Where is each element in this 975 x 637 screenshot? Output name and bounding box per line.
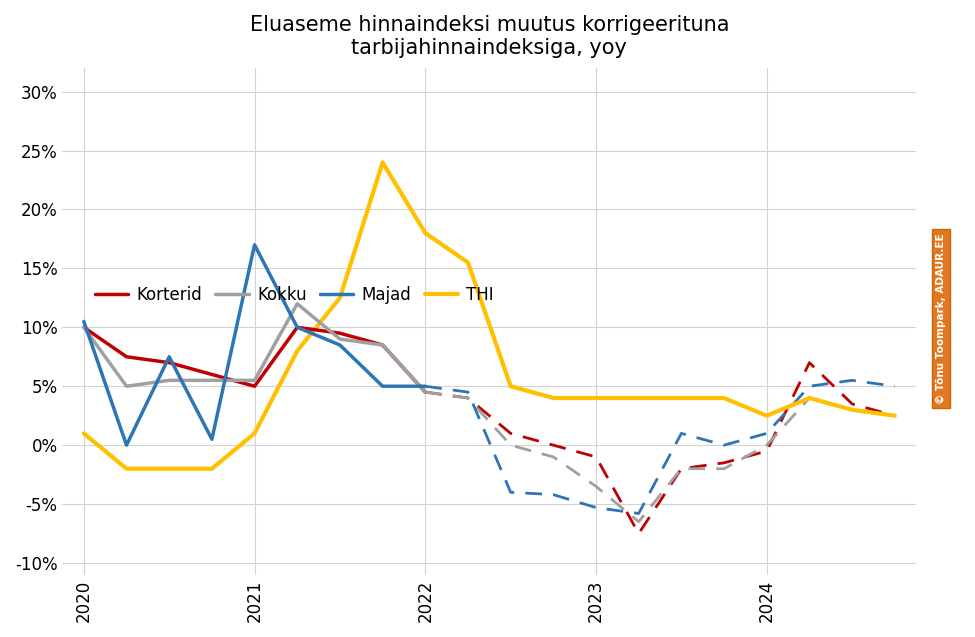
Majad [121, 441, 133, 449]
Kokku [78, 324, 90, 331]
THI [719, 394, 730, 402]
Kokku [334, 335, 346, 343]
Kokku [164, 376, 176, 384]
Kokku [206, 376, 217, 384]
Korterid [206, 371, 217, 378]
Majad [334, 341, 346, 349]
Korterid [292, 324, 303, 331]
Title: Eluaseme hinnaindeksi muutus korrigeerituna
tarbijahinnaindeksiga, yoy: Eluaseme hinnaindeksi muutus korrigeerit… [250, 15, 729, 58]
Kokku [376, 341, 388, 349]
THI [846, 406, 858, 413]
Majad [376, 382, 388, 390]
THI [292, 347, 303, 355]
THI [164, 465, 176, 473]
Korterid [164, 359, 176, 366]
Line: Kokku: Kokku [84, 304, 425, 392]
Majad [292, 324, 303, 331]
Korterid [376, 341, 388, 349]
THI [633, 394, 644, 402]
Majad [164, 353, 176, 361]
THI [376, 159, 388, 166]
THI [803, 394, 815, 402]
THI [505, 382, 517, 390]
THI [249, 429, 260, 437]
Majad [419, 382, 431, 390]
THI [590, 394, 602, 402]
Korterid [78, 324, 90, 331]
THI [548, 394, 560, 402]
THI [760, 412, 772, 420]
THI [676, 394, 687, 402]
Line: THI: THI [84, 162, 895, 469]
Majad [249, 241, 260, 248]
THI [889, 412, 901, 420]
THI [206, 465, 217, 473]
Kokku [292, 300, 303, 308]
Kokku [249, 376, 260, 384]
THI [121, 465, 133, 473]
Majad [206, 436, 217, 443]
Korterid [334, 329, 346, 337]
THI [419, 229, 431, 237]
Korterid [121, 353, 133, 361]
THI [334, 294, 346, 302]
Kokku [419, 389, 431, 396]
THI [78, 429, 90, 437]
Text: © Tõnu Toompark, ADAUR.EE: © Tõnu Toompark, ADAUR.EE [936, 233, 946, 404]
Legend: Korterid, Kokku, Majad, THI: Korterid, Kokku, Majad, THI [88, 279, 500, 310]
Line: Korterid: Korterid [84, 327, 425, 392]
Korterid [419, 389, 431, 396]
Majad [78, 318, 90, 326]
Korterid [249, 382, 260, 390]
Kokku [121, 382, 133, 390]
Line: Majad: Majad [84, 245, 425, 445]
THI [462, 259, 474, 266]
